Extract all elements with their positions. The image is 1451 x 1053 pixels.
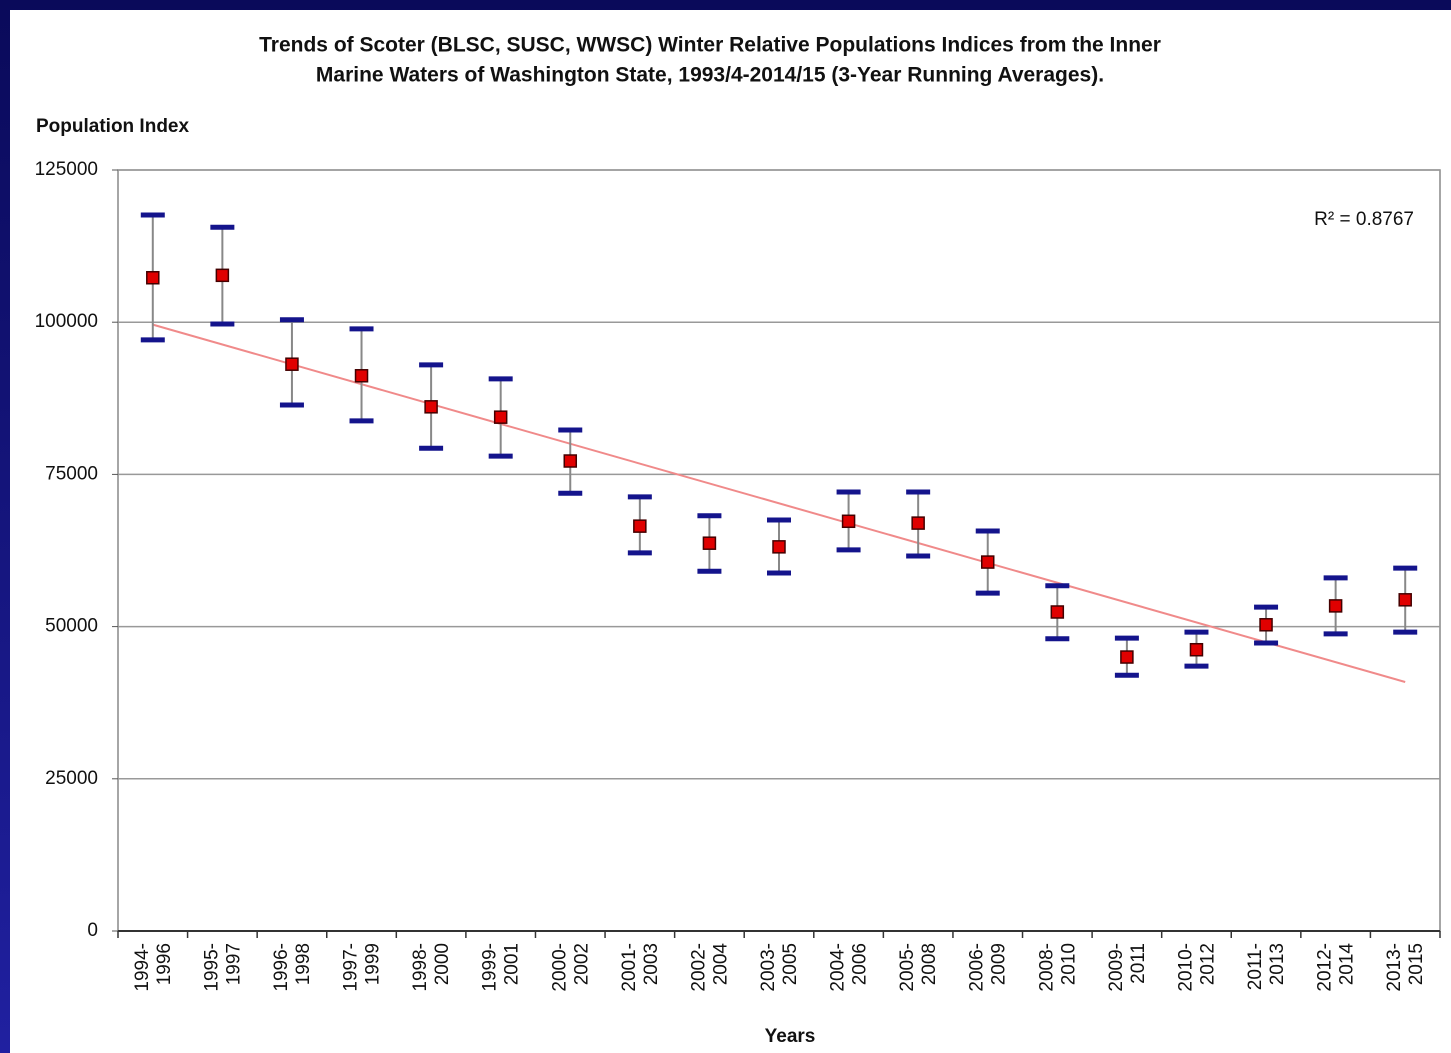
chart-title: Trends of Scoter (BLSC, SUSC, WWSC) Wint… [259, 34, 1161, 57]
x-tick-label: 1999-2001 [480, 943, 523, 992]
x-tick-label: 2013-2015 [1384, 943, 1427, 992]
x-tick-label-part: 2000- [549, 943, 570, 992]
marker [1398, 593, 1412, 607]
marker [772, 540, 786, 554]
x-tick-label-part: 1994- [132, 943, 153, 992]
x-tick-label-part: 2010 [1058, 943, 1079, 985]
marker [1189, 642, 1204, 657]
marker [841, 514, 856, 529]
x-tick-label-part: 2009- [1106, 943, 1127, 992]
x-tick-label: 2000-2002 [549, 943, 592, 992]
y-tick-label: 75000 [45, 463, 98, 484]
x-tick-label-part: 2005 [780, 943, 801, 985]
x-tick-label-part: 1997- [341, 943, 362, 992]
x-tick-label-part: 2015 [1406, 943, 1427, 985]
x-tick-label-part: 2008- [1036, 943, 1057, 992]
x-tick-label: 2002-2004 [688, 943, 731, 992]
x-tick-label-part: 2013 [1267, 943, 1288, 985]
x-tick-label-part: 2012 [1197, 943, 1218, 985]
y-tick-label: 0 [87, 920, 98, 941]
x-tick-label-part: 2009 [989, 943, 1010, 985]
marker [285, 357, 299, 371]
marker [354, 369, 369, 383]
marker [1050, 605, 1065, 619]
x-tick-label-part: 2013- [1384, 943, 1405, 992]
x-tick-label-part: 1998- [410, 943, 431, 992]
marker [1259, 618, 1273, 632]
x-tick-label: 1997-1999 [341, 943, 384, 992]
x-tick-label: 2004-2006 [828, 943, 871, 992]
marker [1328, 599, 1343, 613]
x-tick-label-part: 2010- [1175, 943, 1196, 992]
x-tick-label-part: 1997 [223, 943, 244, 985]
x-tick-label-part: 2005- [897, 943, 918, 992]
marker [424, 400, 438, 414]
x-axis-label: Years [765, 1026, 816, 1047]
x-tick-label: 1995-1997 [201, 943, 244, 992]
x-tick-label-part: 2001- [619, 943, 640, 992]
x-tick-label-part: 1996- [271, 943, 292, 992]
marker [215, 268, 230, 283]
marker [911, 516, 925, 530]
marker [563, 454, 578, 468]
x-tick-label: 1994-1996 [132, 943, 175, 992]
x-tick-label: 2003-2005 [758, 943, 801, 992]
x-tick-label-part: 2004- [828, 943, 849, 992]
x-tick-label-part: 1999 [363, 943, 384, 985]
x-tick-label: 1998-2000 [410, 943, 453, 992]
x-tick-label-part: 2011 [1128, 943, 1149, 984]
x-tick-label-part: 2003- [758, 943, 779, 992]
x-tick-label-part: 2001 [502, 943, 523, 985]
x-tick-label-part: 2002- [688, 943, 709, 992]
y-tick-label: 25000 [45, 768, 98, 789]
x-tick-label-part: 2006 [850, 943, 871, 985]
x-tick-label: 1996-1998 [271, 943, 314, 992]
x-tick-label-part: 2008 [919, 943, 940, 985]
marker [980, 555, 995, 569]
x-tick-label: 2009-2011 [1106, 943, 1149, 992]
x-tick-label: 2006-2009 [967, 943, 1010, 992]
r-squared: R² = 0.8767 [1314, 209, 1414, 230]
panel [10, 10, 1451, 1053]
x-tick-label: 2011-2013 [1245, 943, 1288, 990]
x-tick-label-part: 2014 [1337, 943, 1358, 986]
marker [633, 519, 647, 533]
marker [493, 410, 508, 424]
x-tick-label-part: 2012- [1315, 943, 1336, 992]
y-tick-label: 50000 [45, 616, 98, 637]
x-tick-label-part: 1999- [480, 943, 501, 992]
marker [1120, 650, 1134, 664]
x-tick-label-part: 2011- [1245, 943, 1266, 990]
x-tick-label: 2005-2008 [897, 943, 940, 992]
x-tick-label-part: 2002 [571, 943, 592, 985]
x-tick-label-part: 2004 [710, 943, 731, 986]
x-tick-label: 2012-2014 [1315, 943, 1358, 992]
y-tick-label: 100000 [35, 311, 98, 332]
x-tick-label: 2010-2012 [1175, 943, 1218, 992]
x-tick-label-part: 2006- [967, 943, 988, 992]
x-tick-label: 2008-2010 [1036, 943, 1079, 992]
x-tick-label: 2001-2003 [619, 943, 662, 992]
marker [702, 536, 717, 550]
y-tick-label: 125000 [35, 159, 98, 180]
x-tick-label-part: 2003 [641, 943, 662, 985]
x-tick-label-part: 1996 [154, 943, 175, 985]
x-tick-label-part: 1995- [201, 943, 222, 992]
chart-title: Marine Waters of Washington State, 1993/… [316, 64, 1104, 87]
y-axis-label: Population Index [36, 116, 189, 137]
marker [146, 271, 160, 285]
x-tick-label-part: 1998 [293, 943, 314, 985]
x-tick-label-part: 2000 [432, 943, 453, 985]
